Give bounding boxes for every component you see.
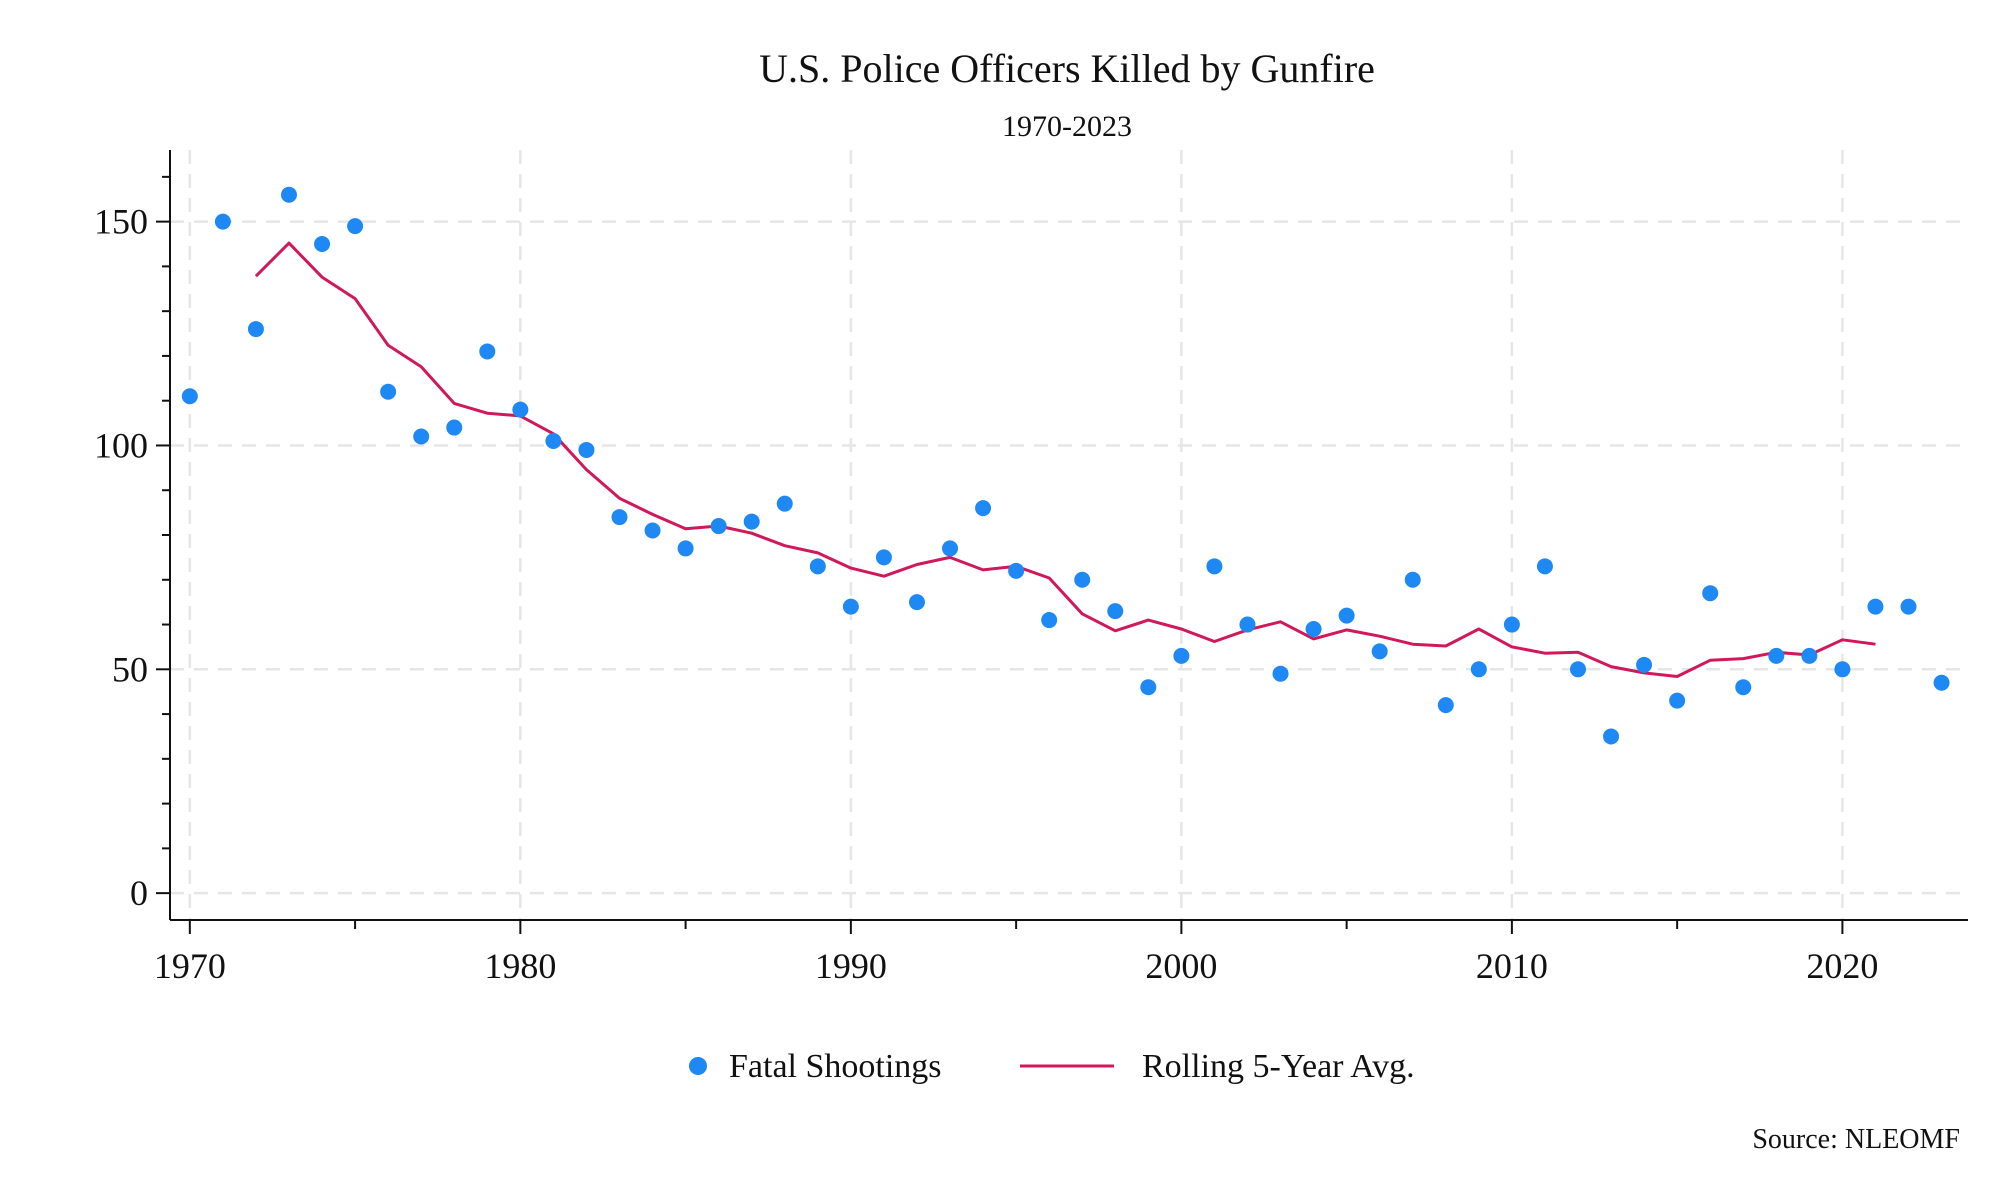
data-point <box>1305 621 1322 638</box>
fatal-shootings-series <box>181 186 1950 745</box>
data-point <box>908 594 925 611</box>
x-tick-label: 1980 <box>484 946 556 986</box>
data-point <box>1272 665 1289 682</box>
data-point <box>578 441 595 458</box>
data-point <box>842 598 859 615</box>
data-point <box>247 321 264 338</box>
data-point <box>512 401 529 418</box>
data-point <box>1735 679 1752 696</box>
legend-label-rolling-average: Rolling 5-Year Avg. <box>1142 1048 1415 1085</box>
data-point <box>446 419 463 436</box>
data-point <box>1933 674 1950 691</box>
rolling-average-series <box>254 241 1876 678</box>
data-point <box>1768 647 1785 664</box>
data-point <box>1536 558 1553 575</box>
x-tick-label: 1970 <box>154 946 226 986</box>
data-point <box>743 513 760 530</box>
rolling-average-line <box>254 241 1876 678</box>
data-point <box>1669 692 1686 709</box>
legend: Fatal Shootings Rolling 5-Year Avg. <box>689 1048 1415 1085</box>
data-point <box>280 186 297 203</box>
data-point <box>1503 616 1520 633</box>
data-point <box>545 432 562 449</box>
data-point <box>1173 647 1190 664</box>
data-point <box>1008 562 1025 579</box>
data-point <box>809 558 826 575</box>
data-point <box>644 522 661 539</box>
data-point <box>975 500 992 517</box>
data-point <box>776 495 793 512</box>
data-point <box>413 428 430 445</box>
data-point <box>1702 585 1719 602</box>
data-point <box>1404 571 1421 588</box>
data-point <box>1140 679 1157 696</box>
data-point <box>1636 656 1653 673</box>
axes: 1970 1980 1990 2000 2010 2020 0 50 100 150 <box>94 150 1968 986</box>
y-tick-label: 0 <box>130 873 148 913</box>
data-point <box>875 549 892 566</box>
data-point <box>479 343 496 360</box>
gridlines <box>170 150 1968 920</box>
data-point <box>314 236 331 253</box>
data-point <box>380 383 397 400</box>
x-tick-label: 2020 <box>1806 946 1878 986</box>
y-tick-label: 50 <box>112 649 148 689</box>
data-point <box>942 540 959 557</box>
source-note: Source: NLEOMF <box>1752 1124 1960 1155</box>
data-point <box>1338 607 1355 624</box>
data-point <box>1900 598 1917 615</box>
data-point <box>1470 661 1487 678</box>
x-tick-label: 2000 <box>1145 946 1217 986</box>
legend-label-fatal-shootings: Fatal Shootings <box>729 1048 942 1085</box>
data-point <box>1801 647 1818 664</box>
data-point <box>214 213 231 230</box>
data-point <box>710 518 727 535</box>
data-point <box>1107 603 1124 620</box>
data-point <box>347 218 364 235</box>
data-point <box>1239 616 1256 633</box>
data-point <box>181 388 198 405</box>
data-point <box>1437 697 1454 714</box>
x-tick-label: 1990 <box>815 946 887 986</box>
data-point <box>1371 643 1388 660</box>
chart-title: U.S. Police Officers Killed by Gunfire <box>759 46 1375 91</box>
data-point <box>1569 661 1586 678</box>
data-point <box>1041 612 1058 629</box>
data-point <box>1206 558 1223 575</box>
data-point <box>677 540 694 557</box>
data-point <box>1834 661 1851 678</box>
x-tick-label: 2010 <box>1476 946 1548 986</box>
data-point <box>1074 571 1091 588</box>
data-point <box>1603 728 1620 745</box>
legend-point-marker <box>689 1057 707 1075</box>
y-tick-label: 150 <box>94 202 148 242</box>
y-tick-label: 100 <box>94 425 148 465</box>
data-point <box>611 509 628 526</box>
chart-subtitle: 1970-2023 <box>1002 110 1132 143</box>
data-point <box>1867 598 1884 615</box>
